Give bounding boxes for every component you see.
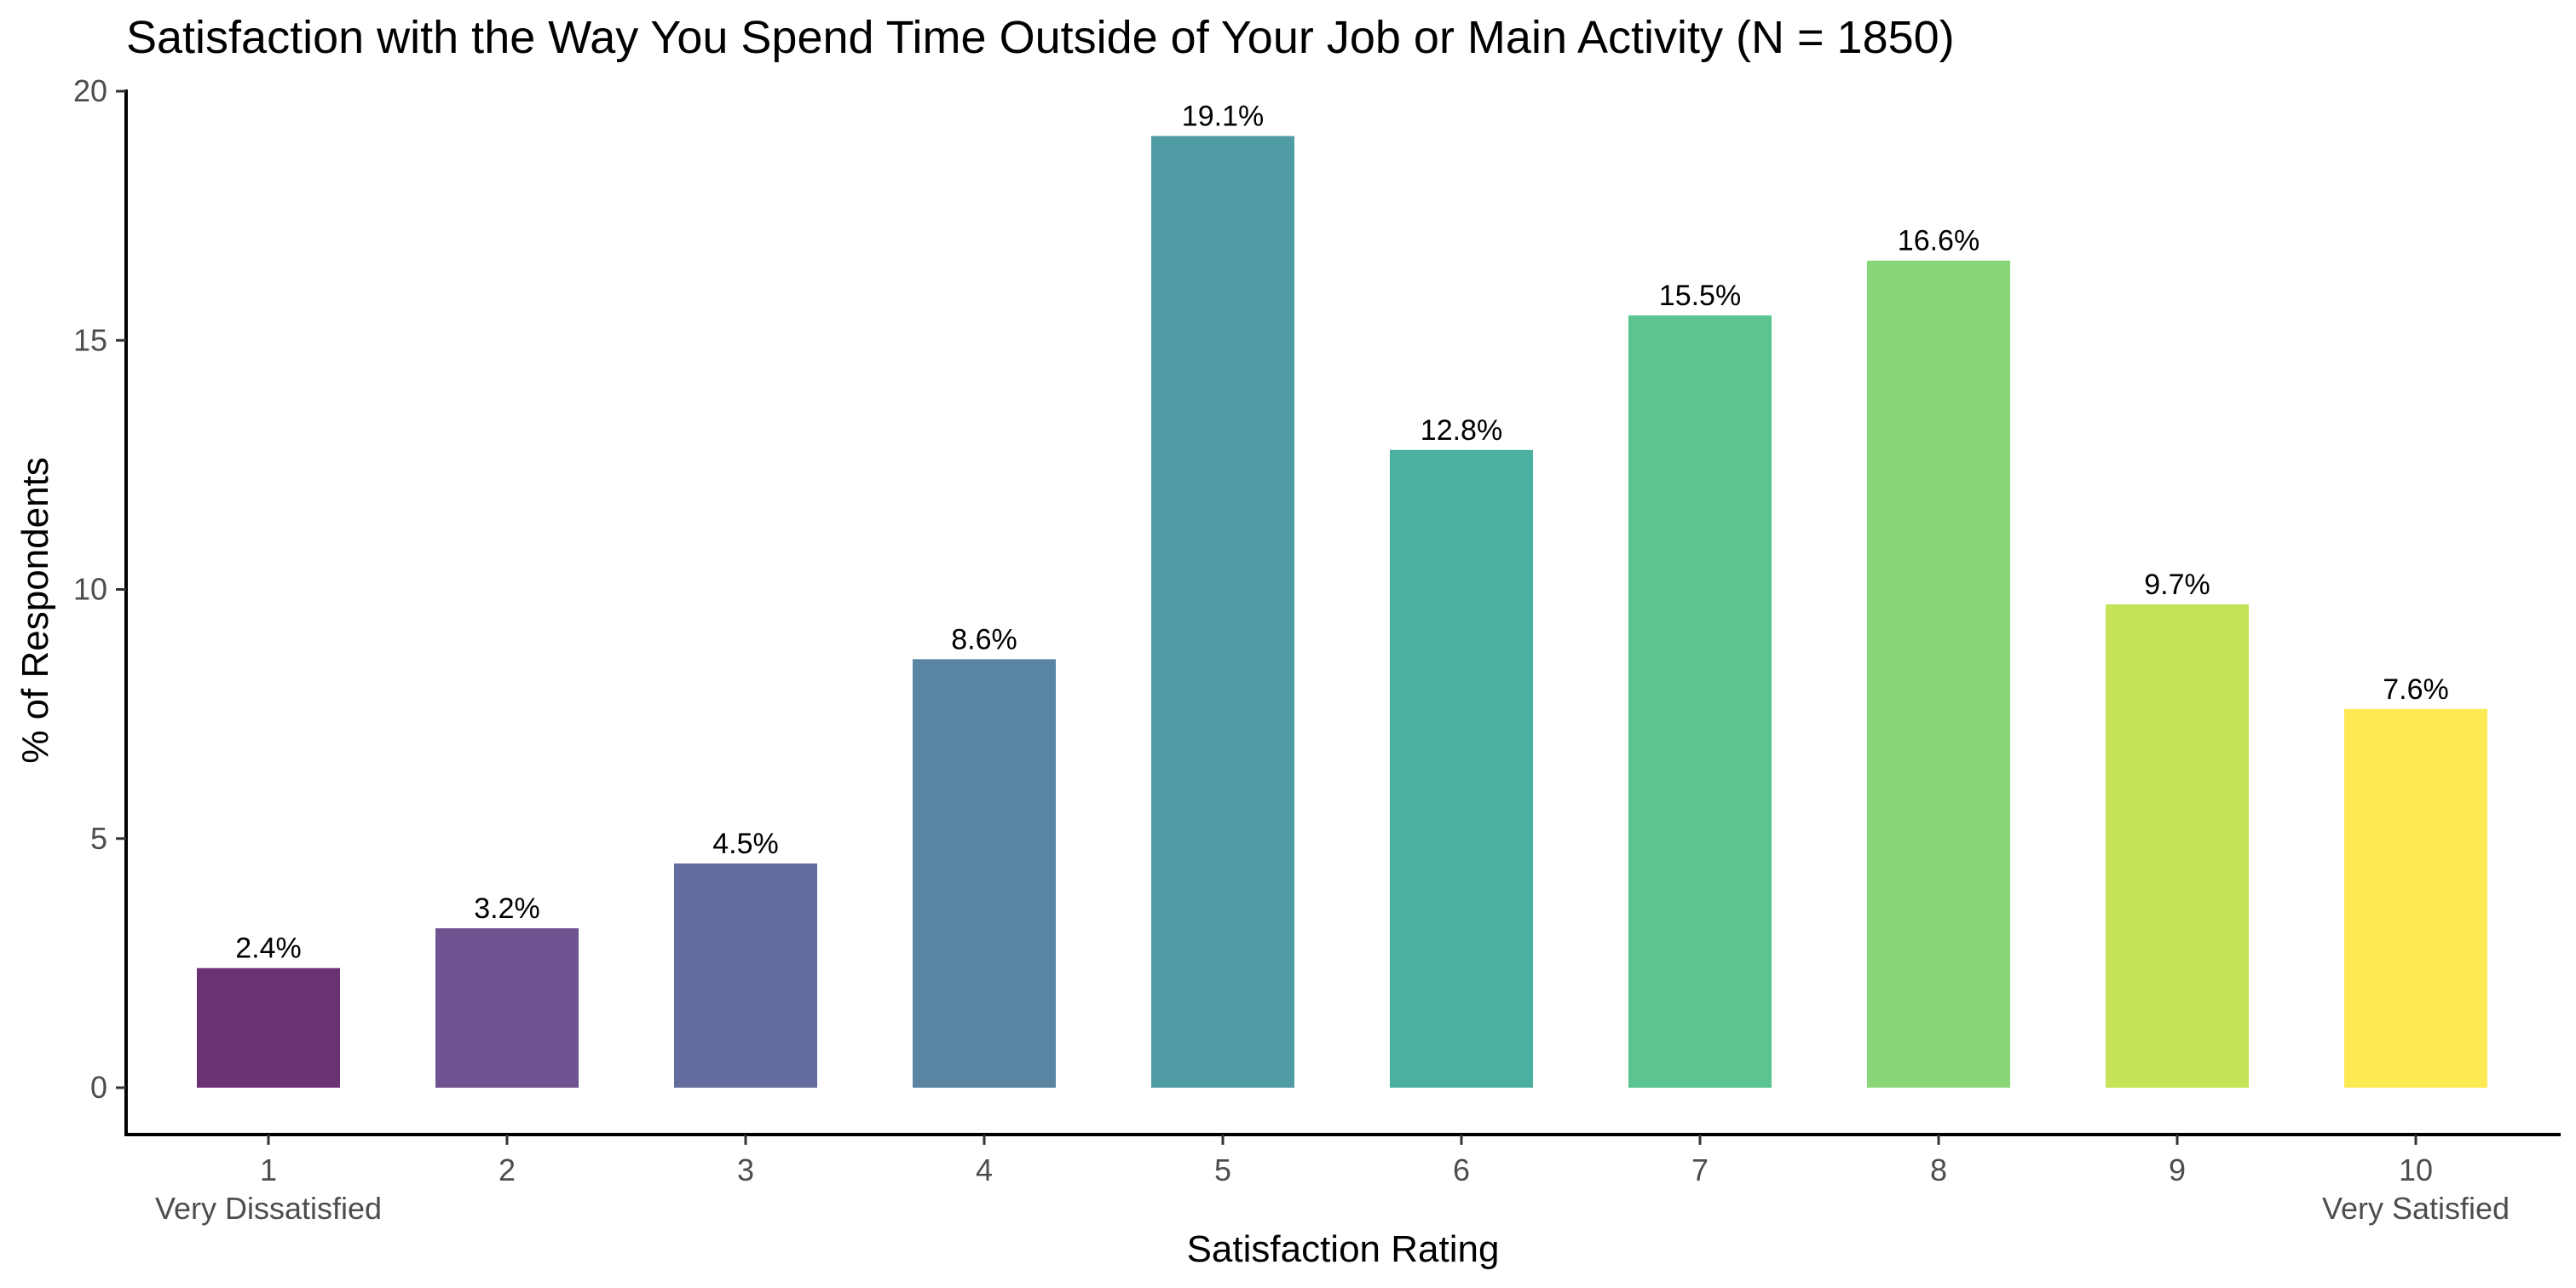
x-tick-label: 8 <box>1930 1152 1947 1187</box>
x-axis-title: Satisfaction Rating <box>1187 1228 1500 1270</box>
x-tick-label: 10 <box>2399 1152 2433 1187</box>
y-tick-label: 10 <box>73 572 107 607</box>
chart-title: Satisfaction with the Way You Spend Time… <box>126 12 1955 63</box>
x-tick-label: 5 <box>1214 1152 1231 1187</box>
x-tick-label: 2 <box>498 1152 516 1187</box>
data-label: 19.1% <box>1182 101 1264 133</box>
bar <box>1867 260 2010 1089</box>
data-label: 2.4% <box>235 933 302 965</box>
bar <box>1628 315 1772 1088</box>
bar <box>1151 136 1294 1089</box>
data-label: 8.6% <box>951 623 1017 656</box>
data-label: 9.7% <box>2144 569 2210 601</box>
x-tick-label: 4 <box>976 1152 993 1187</box>
bar <box>435 927 579 1088</box>
x-tick-sublabel: Very Satisfied <box>2322 1191 2510 1226</box>
bar <box>2106 604 2249 1088</box>
data-label: 15.5% <box>1659 280 1741 312</box>
data-label: 16.6% <box>1898 225 1980 257</box>
plot-area: 0 5 10 15 20 2.4% 1 Very Dissatisfied 3.2% 2 4.5% 3… <box>73 73 2561 1226</box>
y-tick-label: 20 <box>73 73 107 108</box>
x-tick-label: 1 <box>260 1152 277 1187</box>
bar <box>197 967 340 1088</box>
y-tick-label: 0 <box>90 1070 107 1105</box>
x-tick-label: 6 <box>1453 1152 1470 1187</box>
x-tick-sublabel: Very Dissatisfied <box>155 1191 382 1226</box>
y-axis-title: % of Respondents <box>14 457 56 764</box>
data-label: 3.2% <box>474 892 540 925</box>
x-tick-label: 3 <box>737 1152 754 1187</box>
y-tick-label: 15 <box>73 322 107 357</box>
bar <box>1390 449 1533 1088</box>
bar <box>913 659 1056 1088</box>
y-tick-label: 5 <box>90 821 107 856</box>
bar <box>2344 708 2487 1088</box>
data-label: 7.6% <box>2383 673 2449 706</box>
x-tick-label: 9 <box>2169 1152 2186 1187</box>
x-tick-label: 7 <box>1691 1152 1709 1187</box>
bar <box>674 863 817 1088</box>
data-label: 4.5% <box>712 828 779 860</box>
data-label: 12.8% <box>1421 414 1502 447</box>
